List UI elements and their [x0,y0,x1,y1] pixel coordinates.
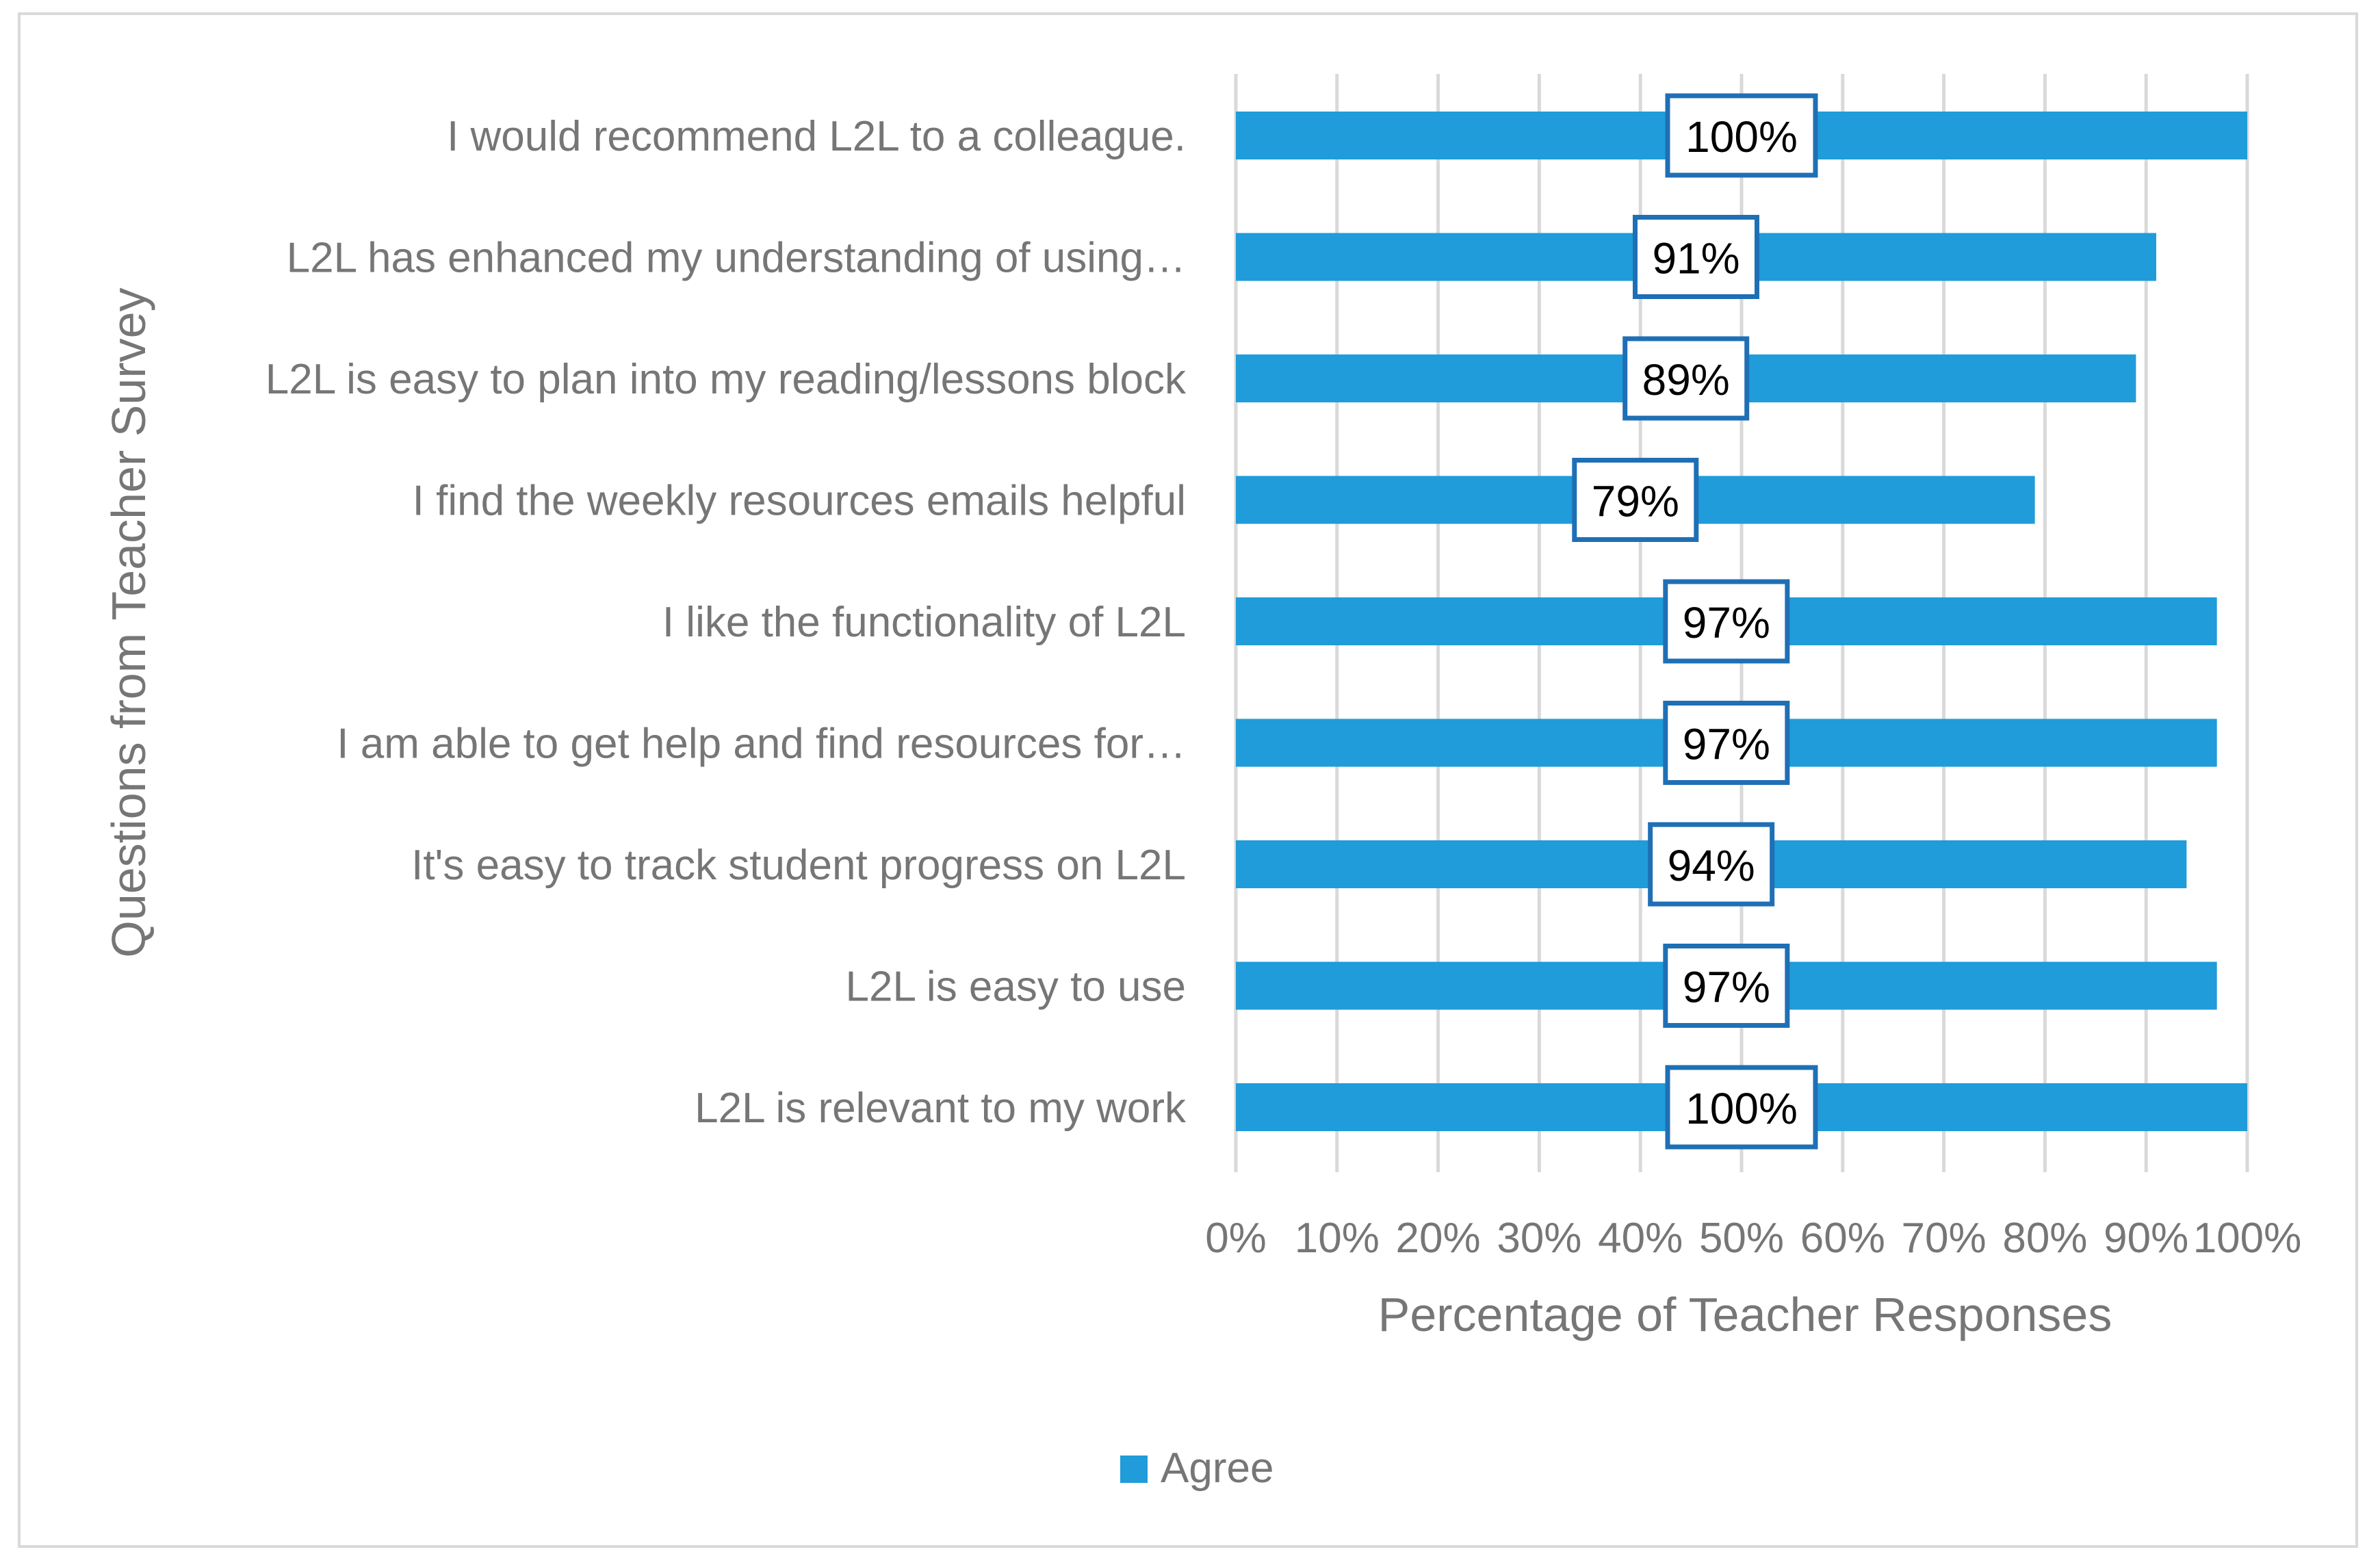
data-label-box [1648,822,1775,907]
x-tick-label: 60% [1800,1215,1885,1262]
x-tick-label: 20% [1396,1215,1481,1262]
category-label: I would recommend L2L to a colleague. [447,113,1186,160]
data-label-box [1632,215,1759,299]
x-axis-title: Percentage of Teacher Responses [1378,1288,2112,1341]
x-tick-label: 10% [1295,1215,1380,1262]
data-label-box [1663,944,1790,1028]
data-label-box [1665,93,1818,178]
category-label: I like the functionality of L2L [662,599,1186,646]
x-tick-label: 30% [1497,1215,1581,1262]
data-label-box [1663,579,1790,664]
data-label: 94% [1668,841,1755,890]
legend-label-agree: Agree [1161,1445,1273,1492]
x-tick-label: 90% [2104,1215,2188,1262]
data-labels: 100% 91% 89% 79% 97% 97% 94% 97% 100% [1572,93,1818,1150]
legend-swatch-agree [1120,1456,1148,1483]
legend[interactable]: Agree [1120,1445,1273,1492]
category-label: L2L has enhanced my understanding of usi… [287,235,1186,282]
data-label: 91% [1652,234,1739,283]
data-label: 97% [1683,720,1770,769]
data-label-box [1622,336,1750,421]
data-label: 97% [1683,963,1770,1012]
category-labels: I would recommend L2L to a colleague. L2L… [266,113,1187,1132]
x-tick-label: 80% [2002,1215,2087,1262]
data-label-box [1663,701,1790,785]
x-tick-label: 100% [2193,1215,2302,1262]
x-tick-label: 40% [1598,1215,1683,1262]
category-label: L2L is relevant to my work [695,1085,1187,1132]
category-label: I am able to get help and find resources… [337,721,1186,768]
category-label: L2L is easy to use [846,963,1186,1011]
data-label: 97% [1683,598,1770,647]
x-tick-labels: 0% 10% 20% 30% 40% 50% 60% 70% 80% 90% 100% [1205,1215,2301,1262]
data-label: 100% [1685,1084,1798,1133]
x-tick-label: 70% [1902,1215,1987,1262]
category-label: L2L is easy to plan into my reading/less… [266,356,1187,403]
data-label: 79% [1592,477,1679,526]
y-axis-title: Questions from Teacher Survey [102,287,155,957]
data-label: 100% [1685,112,1798,161]
category-label: I find the weekly resources emails helpf… [413,478,1186,525]
x-tick-label: 50% [1699,1215,1784,1262]
category-label: It's easy to track student progress on L… [411,842,1186,889]
data-label-box [1572,458,1699,542]
data-label-box [1665,1065,1818,1150]
data-label: 89% [1642,355,1730,404]
x-tick-label: 0% [1205,1215,1267,1262]
